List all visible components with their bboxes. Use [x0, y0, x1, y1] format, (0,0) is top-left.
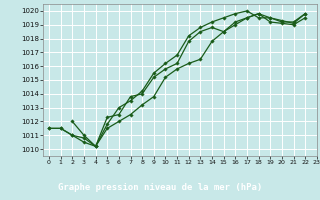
- Text: Graphe pression niveau de la mer (hPa): Graphe pression niveau de la mer (hPa): [58, 183, 262, 192]
